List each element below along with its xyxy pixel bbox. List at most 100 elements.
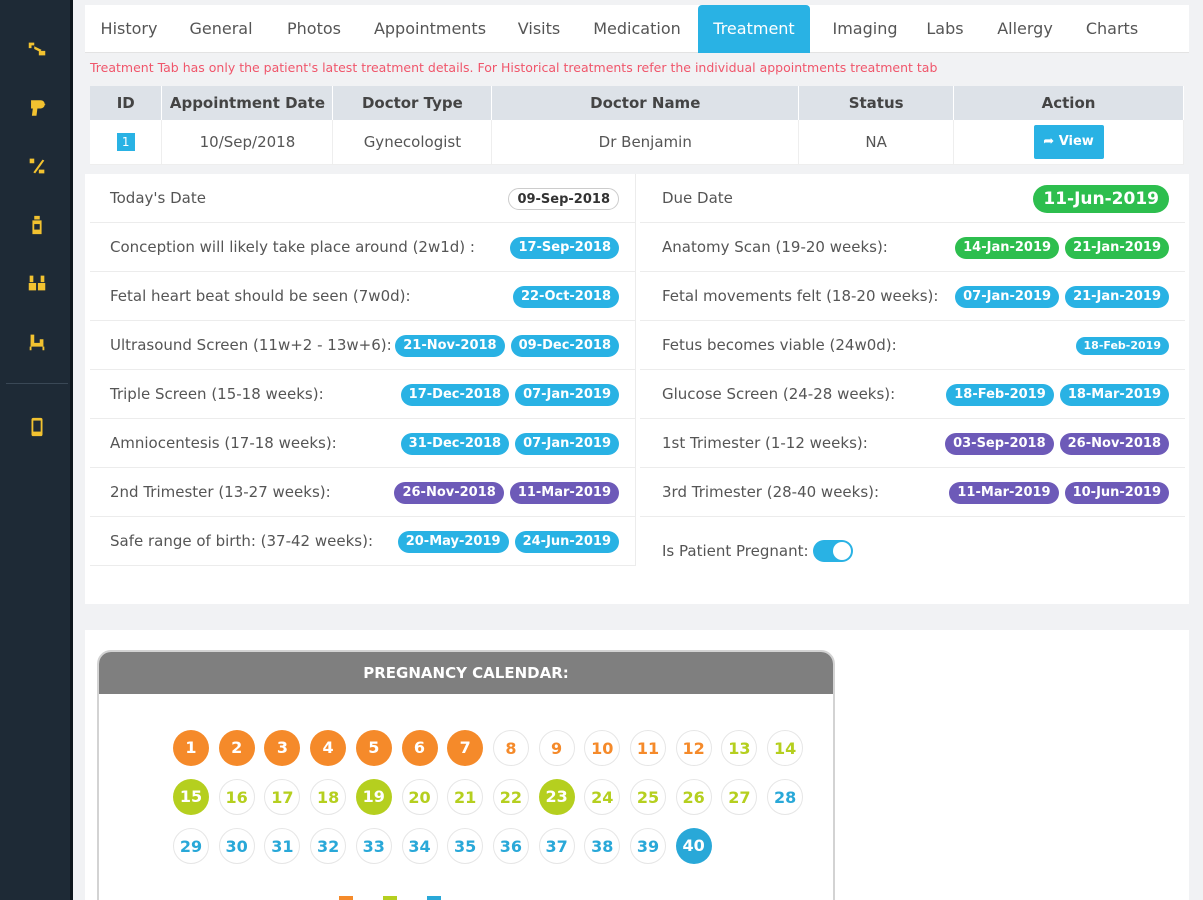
- tab-medication[interactable]: Medication: [593, 19, 681, 38]
- week-18[interactable]: 18: [310, 779, 347, 815]
- date-pill: 03-Sep-2018: [945, 432, 1054, 455]
- week-29[interactable]: 29: [173, 828, 209, 864]
- info-label: Conception will likely take place around…: [110, 238, 475, 256]
- week-3[interactable]: 3: [264, 730, 301, 766]
- week-12[interactable]: 12: [675, 730, 712, 766]
- week-22[interactable]: 22: [492, 779, 529, 815]
- legend-second-trimester: [383, 896, 397, 900]
- calendar-section: PREGNANCY CALENDAR: 1 2 3 4 5 6 7 8 9 10 11 12 13 14 1…: [85, 630, 1189, 900]
- week-6[interactable]: 6: [401, 730, 438, 766]
- info-row: Safe range of birth: (37-42 weeks): 20-Ma…: [90, 517, 635, 566]
- week-9[interactable]: 9: [538, 730, 575, 766]
- week-1[interactable]: 1: [173, 730, 209, 766]
- week-14[interactable]: 14: [767, 730, 804, 766]
- info-row: Anatomy Scan (19-20 weeks): 14-Jan-2019 21…: [640, 223, 1185, 272]
- date-pills: 18-Feb-2019 18-Mar-2019: [946, 370, 1169, 419]
- week-36[interactable]: 36: [492, 828, 529, 864]
- cell-doctor-type: Gynecologist: [332, 120, 493, 165]
- legend-first-trimester: [339, 896, 353, 900]
- id-badge[interactable]: 1: [116, 133, 135, 152]
- date-pill: 14-Jan-2019: [955, 236, 1060, 259]
- week-16[interactable]: 16: [218, 779, 255, 815]
- share-arrow-icon: ➦: [1043, 133, 1055, 149]
- date-pill: 18-Mar-2019: [1059, 383, 1169, 406]
- scissors-comb-icon[interactable]: [24, 36, 50, 62]
- tab-labs[interactable]: Labs: [926, 19, 964, 38]
- date-pills: 03-Sep-2018 26-Nov-2018: [945, 419, 1169, 468]
- tab-history[interactable]: History: [100, 19, 158, 38]
- week-19[interactable]: 19: [355, 779, 392, 815]
- info-row: 1st Trimester (1-12 weeks): 03-Sep-2018 26…: [640, 419, 1185, 468]
- date-pills: 17-Dec-2018 07-Jan-2019: [400, 370, 619, 419]
- date-pill: 07-Jan-2019: [955, 285, 1060, 308]
- tab-photos[interactable]: Photos: [287, 19, 341, 38]
- view-button[interactable]: ➦ View: [1033, 124, 1104, 159]
- sidebar-divider: [6, 383, 68, 384]
- week-20[interactable]: 20: [401, 779, 438, 815]
- week-26[interactable]: 26: [675, 779, 712, 815]
- week-28[interactable]: 28: [767, 779, 804, 815]
- week-11[interactable]: 11: [630, 730, 666, 766]
- week-31[interactable]: 31: [264, 828, 301, 864]
- week-8[interactable]: 8: [492, 730, 529, 766]
- col-doctor-name: Doctor Name: [491, 86, 800, 120]
- week-27[interactable]: 27: [721, 779, 758, 815]
- tab-allergy[interactable]: Allergy: [997, 19, 1053, 38]
- date-pills: 11-Jun-2019: [1033, 174, 1169, 223]
- week-7[interactable]: 7: [447, 730, 484, 766]
- week-5[interactable]: 5: [355, 730, 392, 766]
- week-23[interactable]: 23: [538, 779, 575, 815]
- date-pill: 11-Mar-2019: [509, 481, 619, 504]
- col-id: ID: [90, 86, 163, 120]
- info-row: Fetal movements felt (18-20 weeks): 07-Ja…: [640, 272, 1185, 321]
- calendar-title: PREGNANCY CALENDAR:: [99, 652, 833, 694]
- tab-general[interactable]: General: [189, 19, 253, 38]
- date-pill: 10-Jun-2019: [1064, 481, 1169, 504]
- week-24[interactable]: 24: [584, 779, 621, 815]
- week-39[interactable]: 39: [630, 828, 666, 864]
- date-pill: 07-Jan-2019: [515, 432, 619, 455]
- week-17[interactable]: 17: [264, 779, 301, 815]
- tab-imaging[interactable]: Imaging: [832, 19, 898, 38]
- week-15[interactable]: 15: [173, 779, 209, 815]
- info-label: Glucose Screen (24-28 weeks):: [662, 385, 896, 403]
- info-label: 3rd Trimester (28-40 weeks):: [662, 483, 880, 501]
- info-row: Fetus becomes viable (24w0d): 18-Feb-2019: [640, 321, 1185, 370]
- pregnant-toggle[interactable]: [812, 539, 853, 562]
- week-10[interactable]: 10: [584, 730, 621, 766]
- salon-chair-icon[interactable]: [24, 329, 50, 355]
- date-pills: 11-Mar-2019 10-Jun-2019: [949, 468, 1169, 517]
- bottle-icon[interactable]: [24, 212, 50, 238]
- tab-charts[interactable]: Charts: [1085, 19, 1139, 38]
- date-pills: 18-Feb-2019: [1075, 321, 1169, 370]
- week-30[interactable]: 30: [218, 828, 255, 864]
- treatment-notice: Treatment Tab has only the patient's lat…: [90, 60, 938, 75]
- phone-icon[interactable]: [24, 414, 50, 440]
- week-2[interactable]: 2: [218, 730, 255, 766]
- hair-dryer-icon[interactable]: [24, 95, 50, 121]
- pregnant-row: Is Patient Pregnant:: [662, 526, 1172, 575]
- date-pills: 17-Sep-2018: [510, 223, 619, 272]
- barber-tools-icon[interactable]: [24, 270, 50, 296]
- week-40[interactable]: 40: [675, 828, 712, 864]
- tab-visits[interactable]: Visits: [517, 19, 561, 38]
- cell-id: 1: [90, 120, 163, 165]
- date-pills: 31-Dec-2018 07-Jan-2019: [400, 419, 619, 468]
- info-label: 1st Trimester (1-12 weeks):: [662, 434, 868, 452]
- tab-appointments[interactable]: Appointments: [373, 19, 487, 38]
- week-35[interactable]: 35: [447, 828, 484, 864]
- tab-treatment[interactable]: Treatment: [698, 5, 810, 53]
- cell-action: ➦ View: [953, 120, 1184, 165]
- week-21[interactable]: 21: [447, 779, 484, 815]
- week-13[interactable]: 13: [721, 730, 758, 766]
- week-32[interactable]: 32: [310, 828, 347, 864]
- week-4[interactable]: 4: [310, 730, 347, 766]
- razor-icon[interactable]: [24, 153, 50, 179]
- week-37[interactable]: 37: [538, 828, 575, 864]
- week-33[interactable]: 33: [355, 828, 392, 864]
- week-25[interactable]: 25: [630, 779, 666, 815]
- week-38[interactable]: 38: [584, 828, 621, 864]
- week-34[interactable]: 34: [401, 828, 438, 864]
- info-label: Due Date: [662, 189, 733, 207]
- date-pills: 21-Nov-2018 09-Dec-2018: [395, 321, 619, 370]
